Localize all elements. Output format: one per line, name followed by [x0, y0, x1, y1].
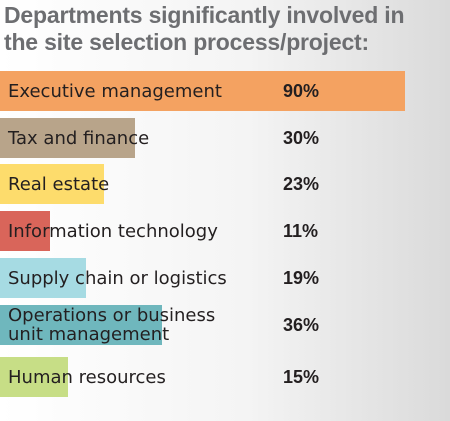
- category-label: Supply chain or logistics: [8, 267, 227, 289]
- bar-row-real-estate: Real estate 23%: [0, 164, 450, 204]
- bar-executive-management: [0, 71, 405, 111]
- bar-row-executive-management: Executive management 90%: [0, 71, 450, 111]
- category-label: Tax and finance: [8, 127, 150, 149]
- value-label: 19%: [283, 267, 320, 288]
- bar-real-estate: [0, 164, 104, 204]
- category-label: Executive management: [8, 80, 222, 102]
- category-label: Information technology: [8, 220, 218, 242]
- bar-information-technology: [0, 211, 50, 251]
- bar-row-supply-chain-or-logistics: Supply chain or logistics 19%: [0, 258, 450, 298]
- bar-row-tax-and-finance: Tax and finance 30%: [0, 118, 450, 158]
- category-label: Human resources: [8, 366, 166, 388]
- category-label: Real estate: [8, 173, 110, 195]
- bar-human-resources: [0, 357, 68, 397]
- bar-row-operations-or-business-unit-management: Operations or business unit management 36…: [0, 305, 450, 345]
- chart-title: Departments significantly involved in th…: [4, 2, 405, 55]
- bar-row-information-technology: Information technology 11%: [0, 211, 450, 251]
- value-label: 36%: [283, 314, 320, 335]
- value-label: 30%: [283, 127, 320, 148]
- category-label: Operations or business unit management: [8, 305, 216, 345]
- bar-operations-or-business-unit-management: [0, 305, 162, 345]
- value-label: 23%: [283, 173, 320, 194]
- bar-tax-and-finance: [0, 118, 135, 158]
- bar-supply-chain-or-logistics: [0, 258, 86, 298]
- value-label: 90%: [283, 80, 320, 101]
- value-label: 15%: [283, 366, 320, 387]
- value-label: 11%: [283, 220, 319, 241]
- bar-row-human-resources: Human resources 15%: [0, 357, 450, 397]
